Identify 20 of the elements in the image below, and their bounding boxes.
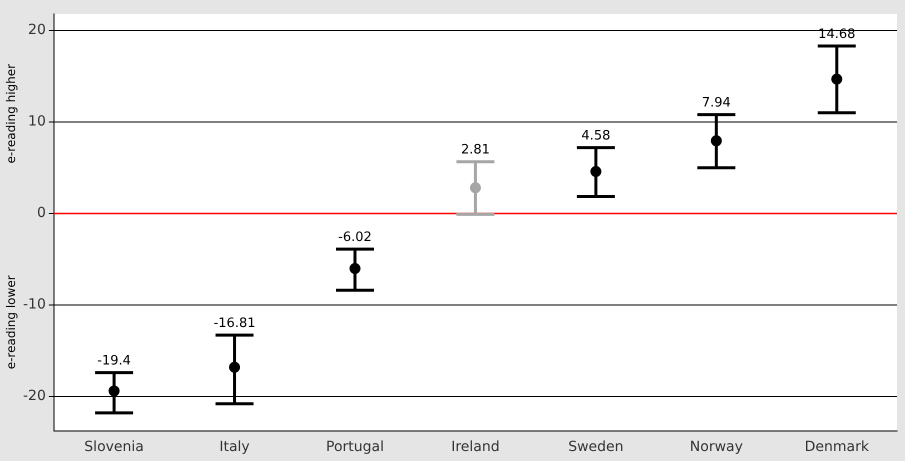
data-label: 7.94 [702, 96, 731, 111]
x-tick-label: Portugal [326, 439, 384, 456]
y-tick-label: -20 [22, 388, 46, 404]
x-tick-label: Slovenia [84, 439, 144, 456]
x-tick-label: Ireland [451, 439, 500, 456]
data-label: -16.81 [214, 316, 256, 332]
data-label: 4.58 [581, 128, 610, 144]
x-tick-label: Sweden [568, 439, 624, 456]
x-tick-label: Italy [219, 439, 250, 456]
y-tick-label: 10 [28, 114, 46, 130]
x-tick-label: Denmark [804, 439, 870, 456]
data-label: -6.02 [338, 230, 372, 246]
y-tick-label: 0 [36, 205, 46, 222]
x-tick-label: Norway [690, 439, 743, 456]
text: e-reading lower [4, 275, 18, 370]
data-label: 2.81 [460, 142, 490, 158]
data-label: -19.4 [97, 354, 131, 369]
y-tick-label: -10 [22, 296, 46, 313]
y-tick-label: 20 [28, 22, 46, 38]
text: e-reading higher [4, 64, 18, 164]
